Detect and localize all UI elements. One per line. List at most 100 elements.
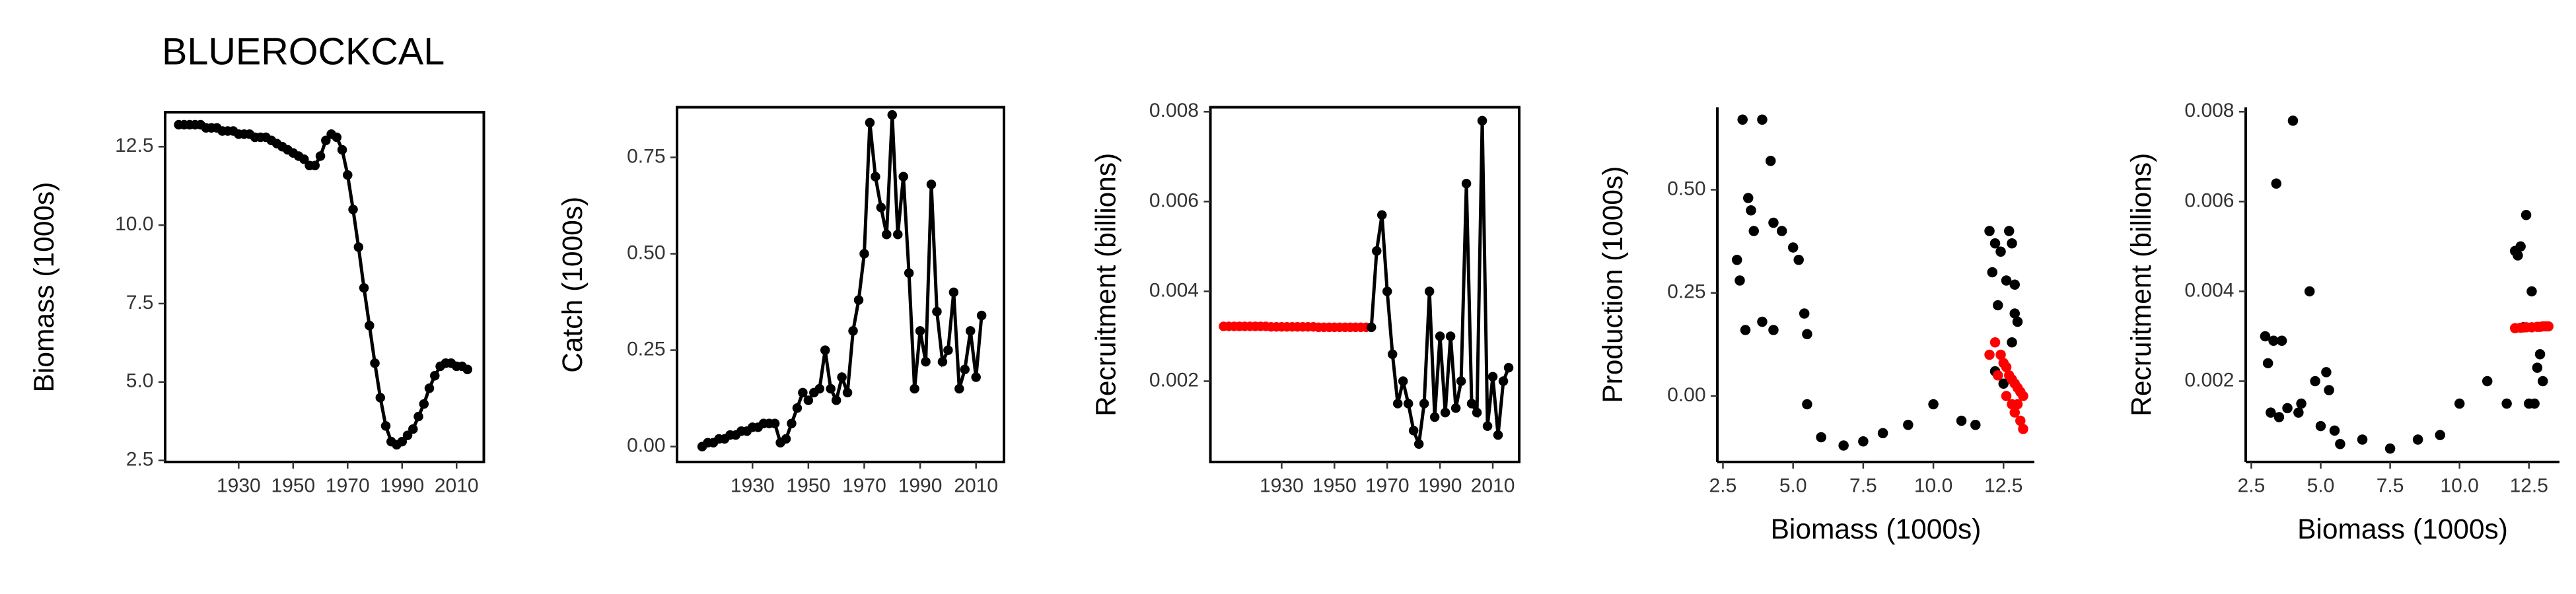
data-point — [2304, 286, 2315, 297]
data-point — [1877, 428, 1888, 438]
data-point — [1802, 399, 1812, 410]
data-point — [2296, 398, 2307, 409]
x-tick-label: 1990 — [380, 475, 424, 496]
x-tick-label: 12.5 — [1984, 475, 2022, 496]
data-point — [1993, 370, 2003, 381]
data-point — [2282, 403, 2293, 414]
data-point — [932, 306, 942, 317]
data-point — [915, 326, 925, 336]
data-point — [943, 345, 953, 355]
data-point — [1440, 407, 1450, 418]
data-point — [315, 151, 326, 161]
data-point — [826, 383, 836, 394]
panel: 0.002 0.004 0.006 0.008 1930 1950 1970 1990 2010… — [1091, 100, 1521, 496]
data-point — [1735, 275, 1745, 286]
data-point — [865, 117, 875, 128]
data-point — [2009, 279, 2021, 290]
x-tick-label: 1950 — [271, 475, 315, 496]
data-point — [960, 364, 970, 375]
data-point — [1498, 376, 1509, 386]
x-tick-label: 1990 — [898, 475, 943, 496]
data-point — [859, 249, 869, 259]
data-point — [831, 395, 841, 405]
data-point — [965, 326, 976, 336]
data-point — [2534, 348, 2546, 360]
data-point — [2271, 178, 2281, 189]
data-point — [397, 436, 408, 447]
data-point — [871, 172, 880, 182]
x-tick-label: 1950 — [786, 475, 830, 496]
data-point — [2335, 439, 2345, 449]
y-tick-label: 0.004 — [2184, 279, 2234, 301]
data-point — [1768, 217, 1779, 228]
data-point — [1776, 226, 1787, 236]
data-point — [803, 395, 814, 405]
data-point — [424, 383, 435, 393]
data-point — [2009, 407, 2021, 418]
data-point — [948, 287, 959, 298]
data-point — [1989, 337, 2001, 348]
y-tick-label: 0.008 — [1149, 100, 1199, 121]
y-tick-label: 0.50 — [1667, 178, 1705, 199]
y-tick-label: 7.5 — [126, 292, 154, 314]
data-point — [954, 383, 964, 394]
data-point — [837, 372, 847, 382]
data-point — [842, 387, 853, 398]
data-point — [1998, 378, 2009, 389]
data-point — [1799, 308, 1810, 319]
data-point — [2007, 337, 2017, 348]
y-tick-label: 0.004 — [1149, 279, 1199, 301]
figure-title: BLUEROCKCAL — [162, 31, 445, 73]
data-point — [1487, 372, 1498, 381]
data-point — [2018, 424, 2028, 434]
data-point — [781, 434, 791, 444]
data-point — [1816, 432, 1826, 443]
data-point — [1740, 325, 1751, 335]
data-point — [1392, 399, 1403, 409]
data-point — [2018, 391, 2028, 401]
y-tick-label: 0.00 — [1667, 384, 1705, 406]
data-point — [2526, 286, 2537, 297]
data-point — [1419, 399, 1429, 409]
data-point — [921, 356, 931, 367]
x-tick-label: 10.0 — [2440, 475, 2478, 496]
data-point — [1787, 242, 1799, 253]
data-point — [2015, 415, 2026, 426]
y-tick-label: 0.00 — [627, 435, 665, 457]
data-point — [1970, 420, 1981, 430]
panel: 0.002 0.004 0.006 0.008 2.5 5.0 7.5 10.0 12.5 Rec… — [2126, 100, 2559, 545]
data-point — [2273, 412, 2285, 422]
data-point — [419, 399, 429, 409]
data-point — [910, 383, 919, 394]
data-point — [321, 135, 331, 146]
y-tick-label: 2.5 — [126, 449, 154, 471]
x-tick-label: 1990 — [1418, 475, 1462, 496]
data-point — [2001, 391, 2012, 401]
data-point — [375, 393, 386, 403]
y-tick-label: 0.008 — [2184, 100, 2234, 121]
y-tick-label: 10.0 — [115, 213, 153, 235]
data-point — [1993, 300, 2003, 311]
data-point — [787, 418, 797, 428]
data-point — [1387, 349, 1398, 359]
y-axis-label: Catch (1000s) — [557, 197, 589, 373]
data-point — [2329, 425, 2340, 436]
data-point — [1461, 178, 1472, 189]
data-point — [1984, 349, 1995, 360]
data-point — [1757, 114, 1768, 125]
x-tick-label: 1930 — [731, 475, 775, 496]
data-point — [1493, 430, 1503, 440]
data-point — [1366, 322, 1377, 333]
data-point — [1757, 316, 1768, 327]
data-point — [898, 172, 908, 182]
data-point — [1413, 439, 1424, 449]
x-axis-label: Biomass (1000s) — [1771, 514, 1982, 545]
data-point — [1748, 226, 1759, 236]
data-point — [2454, 398, 2465, 409]
data-point — [462, 364, 473, 375]
data-point — [365, 320, 375, 331]
x-tick-label: 2010 — [1471, 475, 1515, 496]
x-tick-label: 7.5 — [1849, 475, 1877, 496]
data-point — [1989, 238, 2001, 249]
